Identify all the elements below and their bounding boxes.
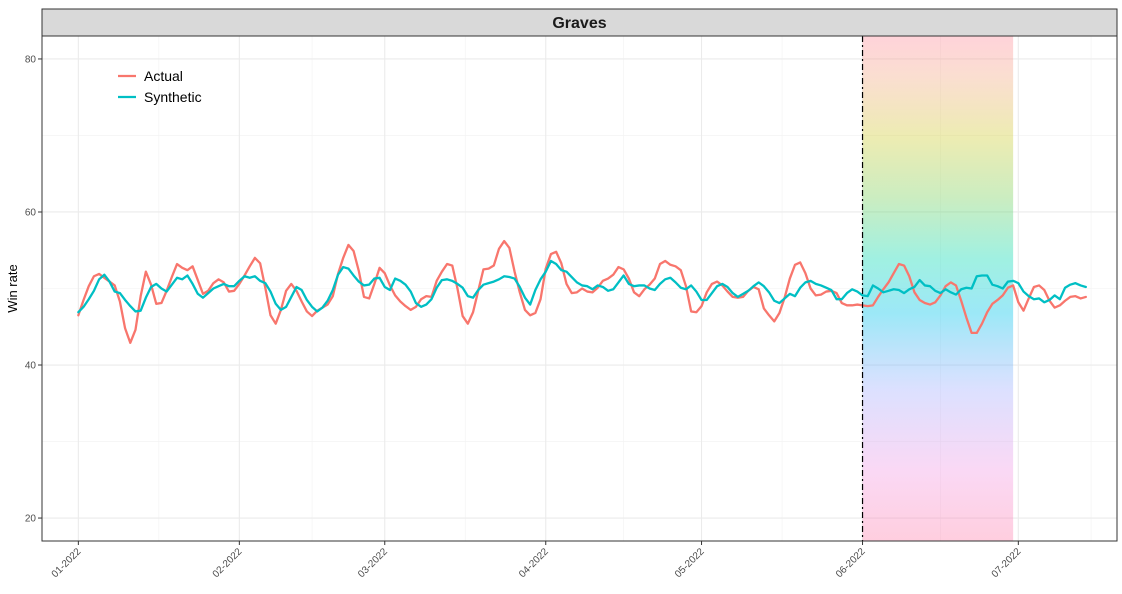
x-tick-label: 04-2022	[517, 546, 551, 580]
facet-strip	[41, 8, 1118, 37]
x-axis: 01-2022 02-2022 03-2022 04-2022 05-2022 06-20…	[50, 541, 1024, 580]
x-tick-label: 07-2022	[990, 546, 1024, 580]
x-tick-label: 01-2022	[50, 546, 84, 580]
y-tick-label: 60	[25, 207, 37, 218]
x-tick-label: 05-2022	[673, 546, 707, 580]
y-tick-label: 40	[25, 361, 37, 372]
series-layer	[77, 239, 1087, 344]
chart-title: Graves	[552, 15, 606, 32]
y-tick-label: 80	[25, 54, 37, 65]
legend: Actual Synthetic	[118, 68, 202, 105]
x-tick-label: 03-2022	[356, 546, 390, 580]
series-line-synthetic	[77, 259, 1087, 314]
y-axis: 20 40 60 80	[25, 54, 42, 525]
x-tick-label: 02-2022	[211, 546, 245, 580]
legend-label-actual: Actual	[144, 68, 183, 84]
series-line-actual	[77, 239, 1087, 344]
plot-border	[41, 35, 1118, 542]
y-tick-label: 20	[25, 514, 37, 525]
intervention-band-layer	[862, 36, 1014, 541]
x-tick-label: 06-2022	[834, 546, 868, 580]
legend-label-synthetic: Synthetic	[144, 89, 202, 105]
intervention-band	[862, 36, 1014, 541]
y-axis-title: Win rate	[5, 264, 20, 312]
